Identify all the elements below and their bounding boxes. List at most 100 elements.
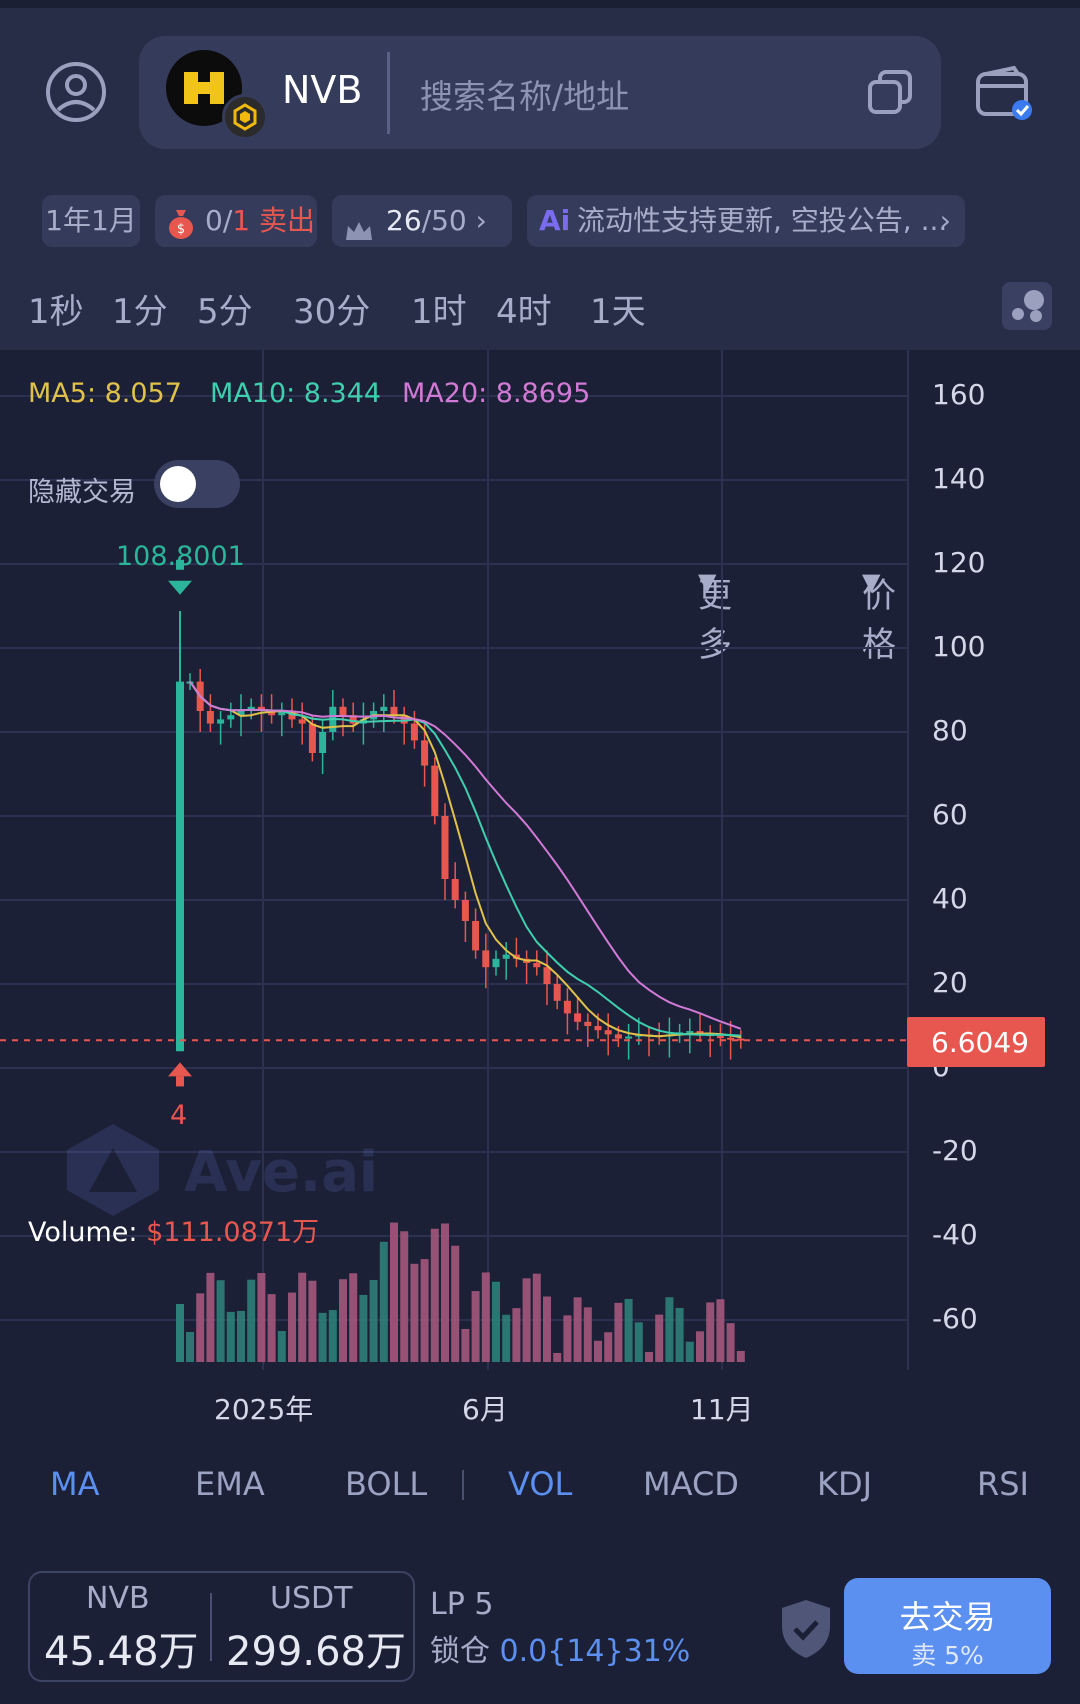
liquidity-quote-amount: 299.68万	[226, 1629, 406, 1675]
candle-body	[716, 1036, 724, 1039]
volume-bar	[400, 1231, 409, 1362]
price-chart[interactable]	[0, 350, 1080, 1370]
candle-body	[319, 732, 327, 753]
volume-bar	[216, 1280, 225, 1362]
timeframe-1m[interactable]: 1分	[112, 292, 168, 332]
candle-body	[421, 740, 429, 766]
timeframe-4h[interactable]: 4时	[496, 292, 552, 332]
volume-bar	[573, 1297, 582, 1362]
ma5-legend: MA5: 8.057	[28, 378, 182, 409]
volume-bar	[410, 1263, 419, 1362]
search-bar[interactable]	[139, 36, 941, 149]
bnb-chain-icon	[222, 94, 268, 140]
top-holders-total: 50	[431, 204, 467, 237]
current-price-value: 6.6049	[931, 1026, 1029, 1059]
crown-icon	[344, 209, 374, 261]
high-price-marker: 108.8001	[116, 541, 245, 572]
candle-body	[543, 967, 551, 984]
y-tick-label: 80	[932, 714, 968, 747]
volume-bar	[420, 1259, 429, 1362]
liquidity-divider	[210, 1593, 212, 1661]
tab-ma[interactable]: MA	[50, 1465, 100, 1503]
chevron-right-icon: ›	[475, 204, 487, 237]
x-tick-2025: 2025年	[214, 1393, 314, 1426]
liquidity-panel[interactable]: NVB 45.48万 USDT 299.68万	[28, 1571, 415, 1682]
y-tick-label: 140	[932, 462, 986, 495]
candle-body	[206, 711, 214, 724]
chart-settings-icon[interactable]	[1002, 282, 1052, 330]
svg-text:$: $	[177, 222, 185, 237]
trade-button[interactable]: 去交易 卖 5%	[844, 1578, 1051, 1674]
volume-bar	[369, 1279, 378, 1362]
y-tick-label: 120	[932, 546, 986, 579]
candle-body	[563, 1000, 571, 1014]
lp-label: LP 5	[430, 1587, 494, 1622]
y-tick-label: -40	[932, 1218, 978, 1251]
candle-body	[492, 958, 500, 968]
money-bag-icon: $	[167, 205, 195, 239]
volume-bar	[492, 1281, 500, 1362]
tab-ema[interactable]: EMA	[195, 1465, 265, 1503]
liquidity-token-symbol: NVB	[86, 1581, 150, 1616]
wallet-icon[interactable]	[974, 64, 1034, 124]
volume-bar	[277, 1330, 286, 1362]
candle-body	[737, 1038, 745, 1041]
candle-body	[584, 1021, 592, 1026]
hide-trades-toggle[interactable]	[154, 460, 240, 508]
tab-boll[interactable]: BOLL	[345, 1465, 428, 1503]
timeframe-30m[interactable]: 30分	[293, 292, 371, 332]
volume-bar	[553, 1352, 562, 1362]
tab-macd[interactable]: MACD	[643, 1465, 739, 1503]
y-tick-label: 60	[932, 798, 968, 831]
chevron-right-icon: ›	[939, 204, 951, 237]
x-tick-june: 6月	[462, 1393, 508, 1426]
volume-bar	[634, 1322, 643, 1362]
token-age-chip[interactable]: 1年1月	[42, 195, 140, 247]
volume-bar	[471, 1291, 480, 1362]
volume-bar	[298, 1272, 307, 1362]
current-price-tag: 6.6049	[907, 1017, 1045, 1067]
profile-icon[interactable]	[44, 60, 108, 124]
candle-body	[349, 715, 357, 724]
low-arrow-stem	[176, 1076, 184, 1087]
timeframe-1s[interactable]: 1秒	[28, 292, 84, 332]
volume-bar	[604, 1332, 613, 1362]
ma20-legend: MA20: 8.8695	[402, 378, 591, 409]
candle-body	[441, 816, 449, 879]
volume-bar	[176, 1304, 184, 1362]
candle-body	[461, 900, 469, 921]
timeframe-1h[interactable]: 1时	[411, 292, 467, 332]
timeframe-5m[interactable]: 5分	[197, 292, 253, 332]
tab-vol[interactable]: VOL	[508, 1465, 573, 1503]
lock-info: 锁仓 0.0{14}31%	[430, 1626, 690, 1670]
timeframe-1d[interactable]: 1天	[590, 292, 646, 332]
sell-tax-chip[interactable]: $ 0/1 卖出	[155, 195, 317, 247]
tab-rsi[interactable]: RSI	[977, 1465, 1029, 1503]
caret-down-icon: ▼	[862, 568, 881, 596]
volume-bar	[706, 1302, 715, 1362]
volume-bar	[390, 1222, 398, 1362]
candle-body	[533, 963, 541, 968]
volume-bar	[359, 1294, 368, 1362]
candle-body	[237, 711, 245, 716]
y-tick-label: 100	[932, 630, 986, 663]
candle-body	[308, 723, 316, 753]
search-input[interactable]: 搜索名称/地址	[420, 77, 630, 116]
candle-body	[604, 1030, 612, 1035]
ai-summary-chip[interactable]: Ai 流动性支持更新, 空投公告, ... ›	[527, 195, 965, 247]
tab-kdj[interactable]: KDJ	[817, 1465, 873, 1503]
volume-bar	[502, 1314, 511, 1362]
top-holders-chip[interactable]: 26/50 ›	[332, 195, 512, 247]
volume-bar	[379, 1241, 388, 1362]
candle-body	[482, 950, 490, 968]
volume-bar	[451, 1245, 460, 1362]
x-tick-november: 11月	[690, 1393, 754, 1426]
ai-icon: Ai	[539, 204, 571, 237]
y-tick-label: 160	[932, 378, 986, 411]
candle-body	[512, 954, 520, 959]
volume-bar	[247, 1279, 256, 1362]
ma10-legend: MA10: 8.344	[210, 378, 382, 409]
volume-bar	[716, 1299, 725, 1362]
ai-summary-text: 流动性支持更新, 空投公告, ...	[577, 204, 948, 237]
copy-icon[interactable]	[866, 68, 914, 116]
